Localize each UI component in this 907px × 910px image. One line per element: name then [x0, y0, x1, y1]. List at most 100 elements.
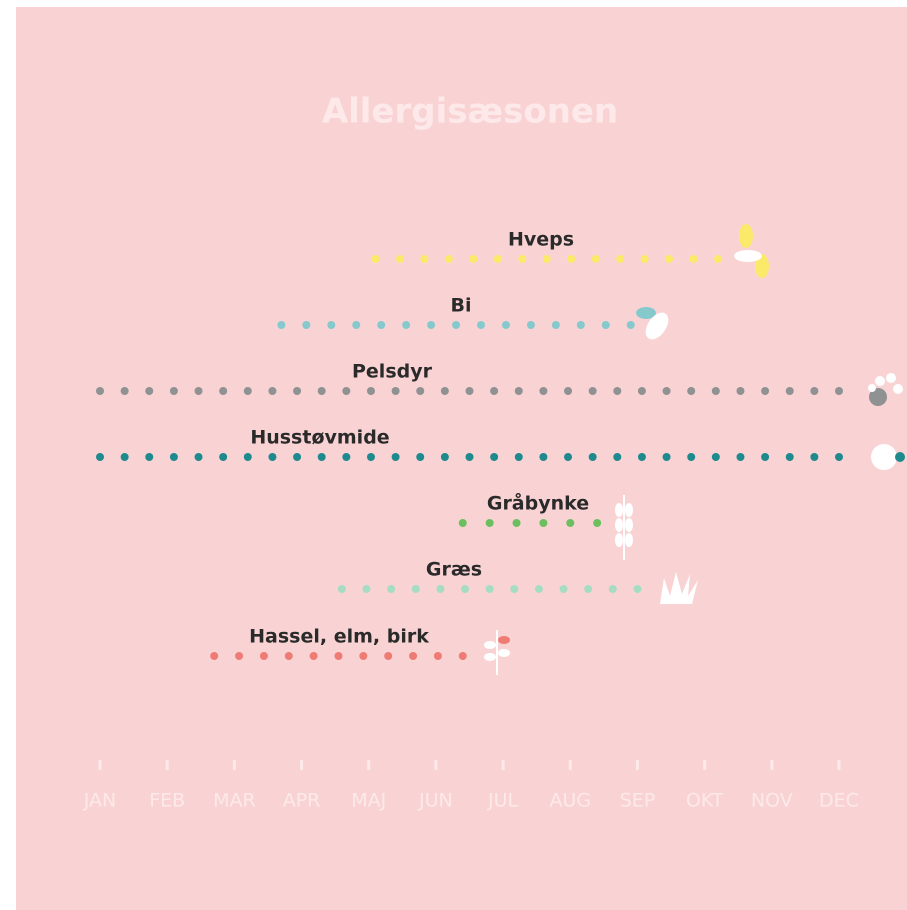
season-dot [626, 321, 635, 329]
season-dot [512, 519, 521, 527]
season-dot [384, 652, 393, 660]
season-dot [317, 453, 326, 461]
season-label: Pelsdyr [352, 361, 433, 383]
leaf-icon [484, 630, 510, 675]
season-dot [551, 321, 560, 329]
season-dot [465, 387, 474, 395]
season-dot [259, 652, 268, 660]
season-dot [510, 585, 519, 593]
season-dot [440, 387, 449, 395]
season-range [210, 652, 467, 660]
season-dot [613, 387, 622, 395]
season-dot [317, 387, 326, 395]
month-label: SEP [620, 790, 656, 812]
season-dot [293, 453, 302, 461]
month-label: MAR [213, 790, 256, 812]
season-dot [169, 387, 178, 395]
season-dot [452, 321, 461, 329]
wheat-icon [615, 495, 633, 560]
mite-icon [871, 444, 905, 470]
season-dot [433, 652, 442, 660]
season-dot [608, 585, 617, 593]
season-dot [96, 453, 104, 461]
season-dot [542, 255, 551, 263]
season-dot [219, 453, 228, 461]
season-dot [711, 387, 720, 395]
season-dot [485, 585, 494, 593]
season-dot [411, 585, 420, 593]
season-dot [120, 387, 129, 395]
season-label: Husstøvmide [250, 427, 389, 449]
month-label: DEC [819, 790, 859, 812]
season-dot [637, 387, 646, 395]
season-dot [514, 387, 523, 395]
background [16, 7, 907, 910]
season-dot [277, 321, 286, 329]
season-dot [409, 652, 418, 660]
season-dot [302, 321, 311, 329]
season-dot [736, 453, 745, 461]
season-dot [490, 387, 499, 395]
season-dot [514, 453, 523, 461]
season-dot [588, 453, 597, 461]
season-range [337, 585, 642, 593]
month-label: OKT [686, 790, 724, 812]
season-dot [566, 519, 575, 527]
season-dot [714, 255, 723, 263]
season-dot [835, 387, 843, 395]
season-dot [518, 255, 527, 263]
season-label: Hveps [508, 229, 574, 251]
season-dot [395, 255, 404, 263]
season-dot [243, 387, 252, 395]
season-dot [342, 387, 351, 395]
month-label: JUL [487, 790, 519, 812]
season-dot [268, 453, 277, 461]
season-dot [665, 255, 674, 263]
season-dot [194, 453, 203, 461]
season-dot [640, 255, 649, 263]
month-label: FEB [149, 790, 185, 812]
season-dot [327, 321, 336, 329]
season-dot [377, 321, 386, 329]
season-dot [444, 255, 453, 263]
season-dot [810, 453, 819, 461]
season-dot [387, 585, 396, 593]
season-dot [564, 387, 573, 395]
season-dot [342, 453, 351, 461]
season-dot [785, 453, 794, 461]
season-dot [601, 321, 610, 329]
season-dot [458, 519, 467, 527]
season-dot [440, 453, 449, 461]
season-dot [268, 387, 277, 395]
season-dot [687, 387, 696, 395]
season-dot [402, 321, 411, 329]
season-dot [169, 453, 178, 461]
season-dot [243, 453, 252, 461]
season-label: Hassel, elm, birk [249, 626, 429, 648]
season-dot [534, 585, 543, 593]
season-dot [416, 453, 425, 461]
season-dot [235, 652, 244, 660]
season-dot [461, 585, 470, 593]
season-dot [810, 387, 819, 395]
season-dot [490, 453, 499, 461]
season-dot [309, 652, 318, 660]
season-dot [458, 652, 467, 660]
bee-icon [636, 307, 669, 340]
season-dot [416, 387, 425, 395]
season-dot [539, 387, 548, 395]
season-dot [564, 453, 573, 461]
season-dot [210, 652, 219, 660]
season-dot [485, 519, 494, 527]
season-dot [427, 321, 436, 329]
season-dot [96, 387, 104, 395]
season-dot [391, 387, 400, 395]
season-dot [469, 255, 478, 263]
month-label: AUG [549, 790, 591, 812]
season-dot [436, 585, 445, 593]
season-dot [736, 387, 745, 395]
season-dot [613, 453, 622, 461]
season-dot [366, 387, 375, 395]
season-dot [539, 453, 548, 461]
